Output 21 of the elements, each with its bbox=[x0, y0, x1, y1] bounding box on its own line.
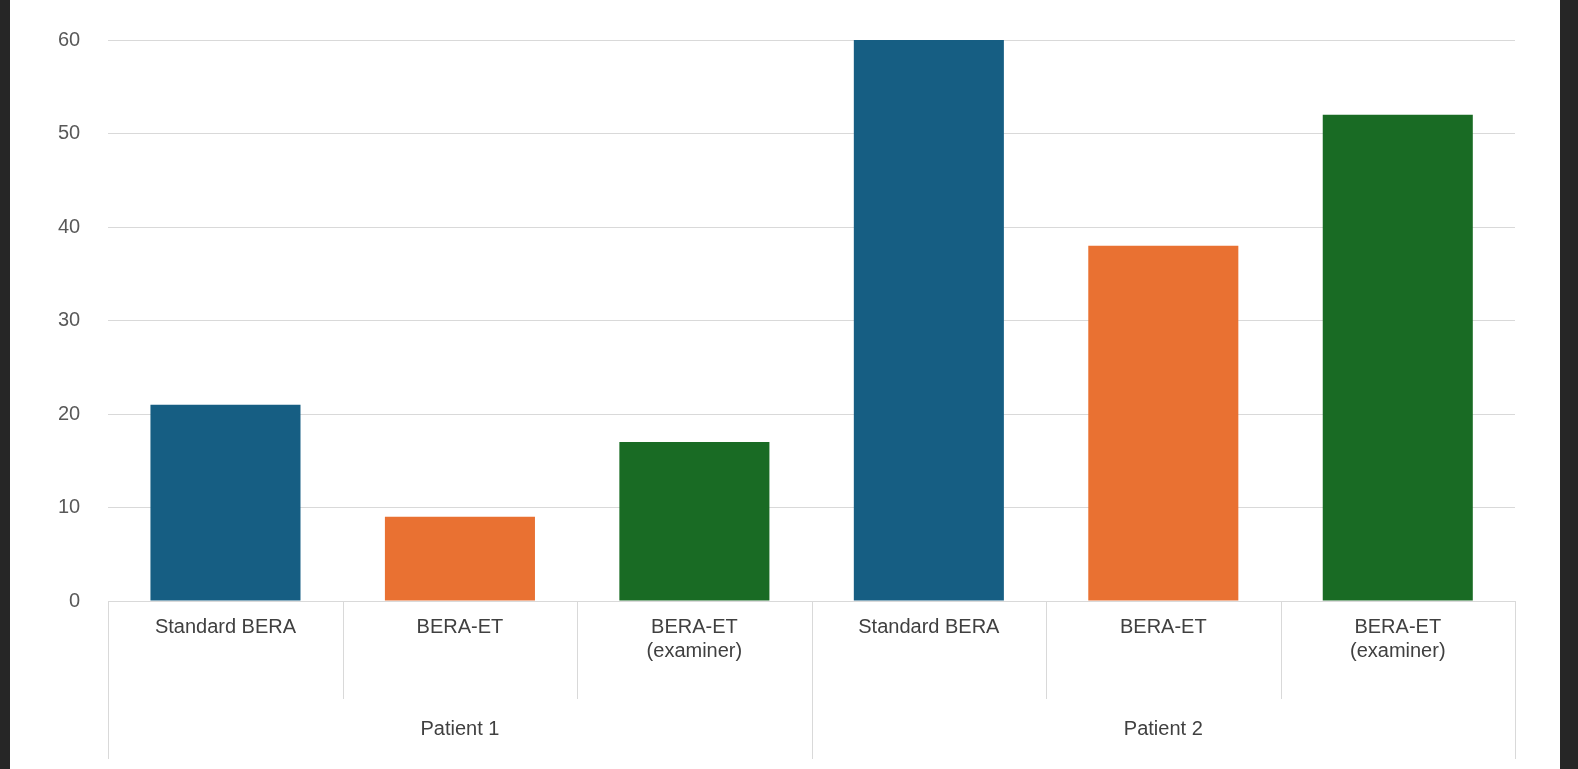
y-tick-label: 50 bbox=[58, 121, 81, 144]
text: Patient 2 bbox=[1123, 716, 1203, 739]
y-tick-label: 60 bbox=[58, 27, 81, 50]
x-tick-label: BERA-ET (examiner) bbox=[646, 614, 743, 661]
bar bbox=[1088, 245, 1239, 601]
x-tick-label: BERA-ET bbox=[416, 614, 504, 637]
text: Patient 1 bbox=[420, 716, 500, 739]
bar bbox=[150, 404, 301, 601]
bar bbox=[1322, 114, 1473, 601]
y-tick-label: 40 bbox=[58, 214, 81, 237]
y-tick-label: 20 bbox=[58, 401, 81, 424]
bar bbox=[853, 40, 1004, 601]
x-tick-label: Standard BERA bbox=[154, 614, 297, 637]
y-tick-label: 30 bbox=[58, 308, 81, 331]
x-tick-label: Standard BERA bbox=[858, 614, 1001, 637]
y-tick-label: 10 bbox=[58, 495, 81, 518]
bar bbox=[619, 442, 770, 601]
x-tick-label: BERA-ET (examiner) bbox=[1349, 614, 1446, 661]
bar bbox=[384, 516, 535, 601]
x-tick-label: BERA-ET bbox=[1119, 614, 1207, 637]
y-tick-label: 0 bbox=[69, 588, 81, 611]
